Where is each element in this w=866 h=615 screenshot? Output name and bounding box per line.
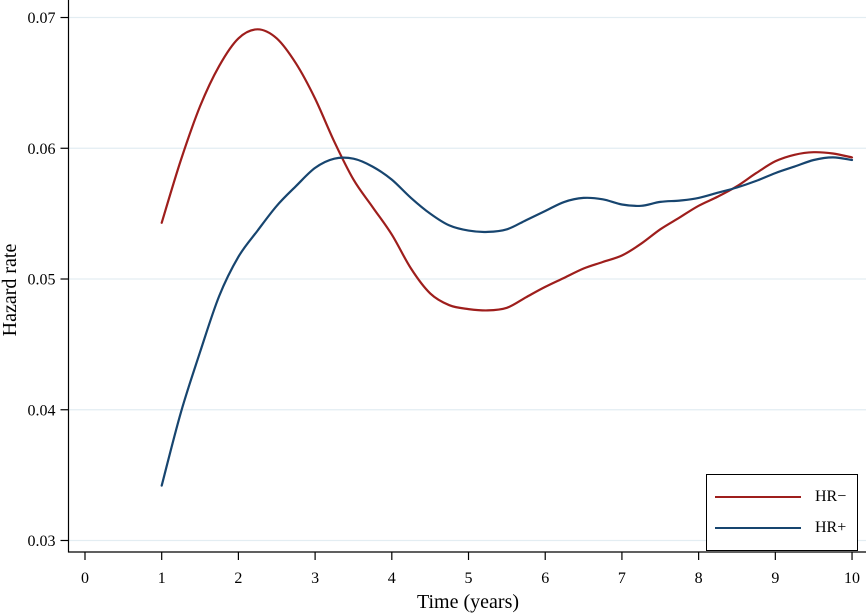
x-tick-label: 8 xyxy=(695,570,703,587)
x-tick-label: 1 xyxy=(158,570,166,587)
hr-plus-label: HR+ xyxy=(815,518,847,536)
x-tick-label: 4 xyxy=(388,570,396,587)
series-line-hr-minus xyxy=(160,28,854,312)
x-tick-label: 2 xyxy=(234,570,242,587)
hr-minus-label: HR− xyxy=(815,488,847,506)
x-tick-label: 10 xyxy=(844,570,860,587)
series-line-hr-plus xyxy=(160,156,854,487)
y-axis-title: Hazard rate xyxy=(0,244,21,337)
y-tick-label: 0.07 xyxy=(28,10,56,27)
hr-plus-line-swatch xyxy=(715,526,801,529)
series-layer xyxy=(160,28,854,487)
x-tick-label: 3 xyxy=(311,570,319,587)
tick-labels-layer: 0.03 0.04 0.05 0.06 0.07 0 1 2 3 4 5 6 7 8 9 10 xyxy=(28,10,861,587)
x-axis-title: Time (years) xyxy=(417,591,519,613)
legend: HR− HR+ xyxy=(706,474,858,551)
x-tick-label: 5 xyxy=(465,570,473,587)
y-tick-label: 0.06 xyxy=(28,141,56,158)
legend-item-hr-minus: HR− xyxy=(707,489,857,505)
x-tick-label: 6 xyxy=(541,570,549,587)
hr-minus-line-swatch xyxy=(715,496,801,499)
axes-layer xyxy=(60,0,866,560)
legend-item-hr-plus: HR+ xyxy=(707,518,857,536)
y-tick-label: 0.04 xyxy=(28,402,56,419)
x-tick-label: 9 xyxy=(771,570,779,587)
gridlines-layer xyxy=(69,16,866,542)
x-tick-label: 7 xyxy=(618,570,626,587)
y-tick-label: 0.05 xyxy=(28,272,56,289)
y-tick-label: 0.03 xyxy=(28,533,56,550)
x-tick-label: 0 xyxy=(81,570,89,587)
